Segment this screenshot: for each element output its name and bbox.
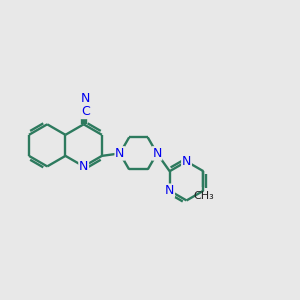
Text: N: N — [115, 147, 124, 160]
Text: C: C — [81, 105, 90, 119]
Text: N: N — [152, 147, 162, 160]
Text: N: N — [79, 160, 88, 173]
Text: N: N — [165, 184, 174, 197]
Text: N: N — [182, 155, 191, 168]
Text: CH₃: CH₃ — [193, 191, 214, 201]
Text: N: N — [80, 92, 90, 105]
